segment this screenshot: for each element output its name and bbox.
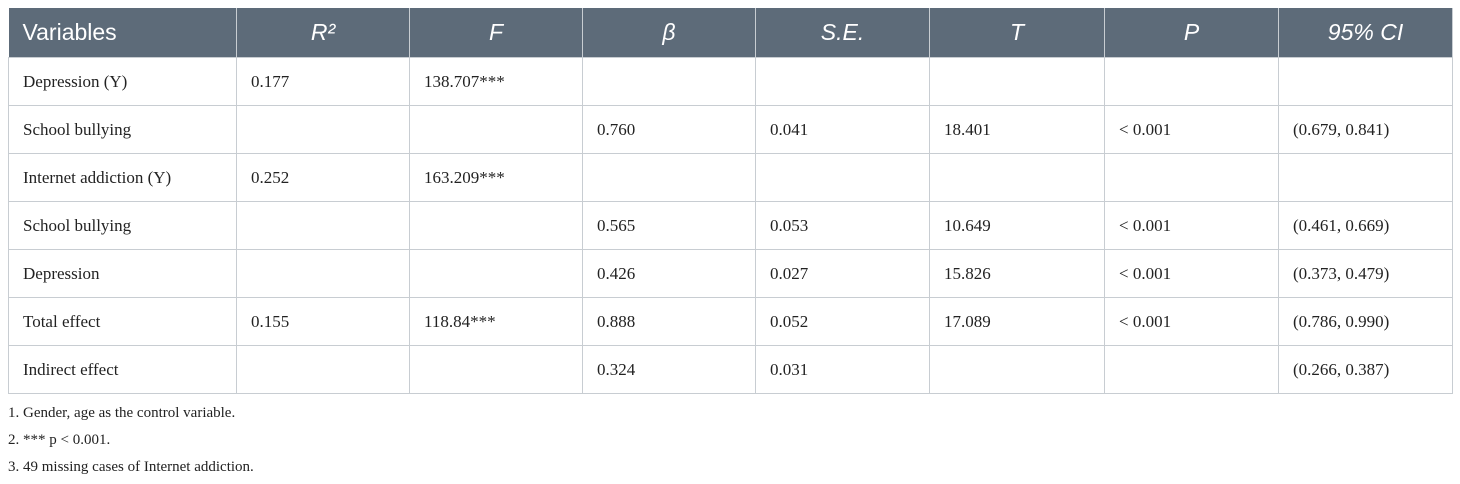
column-header: 95% CI <box>1278 8 1453 58</box>
empty-cell <box>236 345 410 394</box>
table-cell: Indirect effect <box>8 345 237 394</box>
empty-cell <box>1104 153 1279 202</box>
table-cell: 0.155 <box>236 297 410 346</box>
empty-cell <box>582 153 756 202</box>
empty-cell <box>755 57 930 106</box>
table-row: School bullying 0.565 0.053 10.649 < 0.001 (0… <box>8 201 1453 250</box>
empty-cell <box>582 57 756 106</box>
empty-cell <box>409 201 583 250</box>
empty-cell <box>236 249 410 298</box>
table-cell: 163.209*** <box>409 153 583 202</box>
column-header: Variables <box>8 8 237 58</box>
table-cell: (0.679, 0.841) <box>1278 105 1453 154</box>
table-cell: School bullying <box>8 105 237 154</box>
table-cell: 10.649 <box>929 201 1105 250</box>
table-cell: Depression (Y) <box>8 57 237 106</box>
table-cell: 0.031 <box>755 345 930 394</box>
table-row: Depression 0.426 0.027 15.826 < 0.001 (0.373,… <box>8 249 1453 298</box>
table-cell: 0.426 <box>582 249 756 298</box>
column-header: T <box>929 8 1105 58</box>
empty-cell <box>755 153 930 202</box>
empty-cell <box>1278 57 1453 106</box>
table-cell: (0.266, 0.387) <box>1278 345 1453 394</box>
empty-cell <box>1104 345 1279 394</box>
table-cell: School bullying <box>8 201 237 250</box>
table-cell: 118.84*** <box>409 297 583 346</box>
table-cell: 17.089 <box>929 297 1105 346</box>
column-header: β <box>582 8 756 58</box>
table-cell: 0.565 <box>582 201 756 250</box>
table-row: School bullying 0.760 0.041 18.401 < 0.001 (0… <box>8 105 1453 154</box>
table-row: Depression (Y) 0.177 138.707*** <box>8 57 1453 106</box>
table-cell: 0.324 <box>582 345 756 394</box>
table-cell: 0.027 <box>755 249 930 298</box>
table-cell: (0.373, 0.479) <box>1278 249 1453 298</box>
empty-cell <box>929 57 1105 106</box>
table-row: Total effect 0.155 118.84*** 0.888 0.052 17.0… <box>8 297 1453 346</box>
table-cell: 0.052 <box>755 297 930 346</box>
note: 1. Gender, age as the control variable. <box>8 405 236 421</box>
column-header: P <box>1104 8 1279 58</box>
table-cell: 0.252 <box>236 153 410 202</box>
note: 2. *** p < 0.001. <box>8 432 111 448</box>
empty-cell <box>409 105 583 154</box>
empty-cell <box>409 249 583 298</box>
table-cell: 0.053 <box>755 201 930 250</box>
table-cell: 15.826 <box>929 249 1105 298</box>
table-cell: < 0.001 <box>1104 105 1279 154</box>
table-cell: 0.177 <box>236 57 410 106</box>
table-cell: 138.707*** <box>409 57 583 106</box>
table-cell: < 0.001 <box>1104 249 1279 298</box>
table-cell: < 0.001 <box>1104 297 1279 346</box>
table-row: Indirect effect 0.324 0.031 (0.266, 0.387) <box>8 345 1453 394</box>
table-cell: Internet addiction (Y) <box>8 153 237 202</box>
column-header: S.E. <box>755 8 930 58</box>
empty-cell <box>236 201 410 250</box>
table-cell: (0.786, 0.990) <box>1278 297 1453 346</box>
table-cell: 0.888 <box>582 297 756 346</box>
note: 3. 49 missing cases of Internet addictio… <box>8 459 254 475</box>
column-header: F <box>409 8 583 58</box>
table-cell: < 0.001 <box>1104 201 1279 250</box>
empty-cell <box>409 345 583 394</box>
table-body: Depression (Y) 0.177 138.707*** School bull… <box>8 57 1453 394</box>
empty-cell <box>236 105 410 154</box>
empty-cell <box>929 345 1105 394</box>
empty-cell <box>1104 57 1279 106</box>
column-header: R² <box>236 8 410 58</box>
table-row: Internet addiction (Y) 0.252 163.209*** <box>8 153 1453 202</box>
table-cell: Total effect <box>8 297 237 346</box>
empty-cell <box>929 153 1105 202</box>
table-cell: 18.401 <box>929 105 1105 154</box>
table-cell: 0.041 <box>755 105 930 154</box>
notes: 1. Gender, age as the control variable. 2… <box>8 400 254 481</box>
table-cell: Depression <box>8 249 237 298</box>
table-cell: (0.461, 0.669) <box>1278 201 1453 250</box>
empty-cell <box>1278 153 1453 202</box>
table-cell: 0.760 <box>582 105 756 154</box>
